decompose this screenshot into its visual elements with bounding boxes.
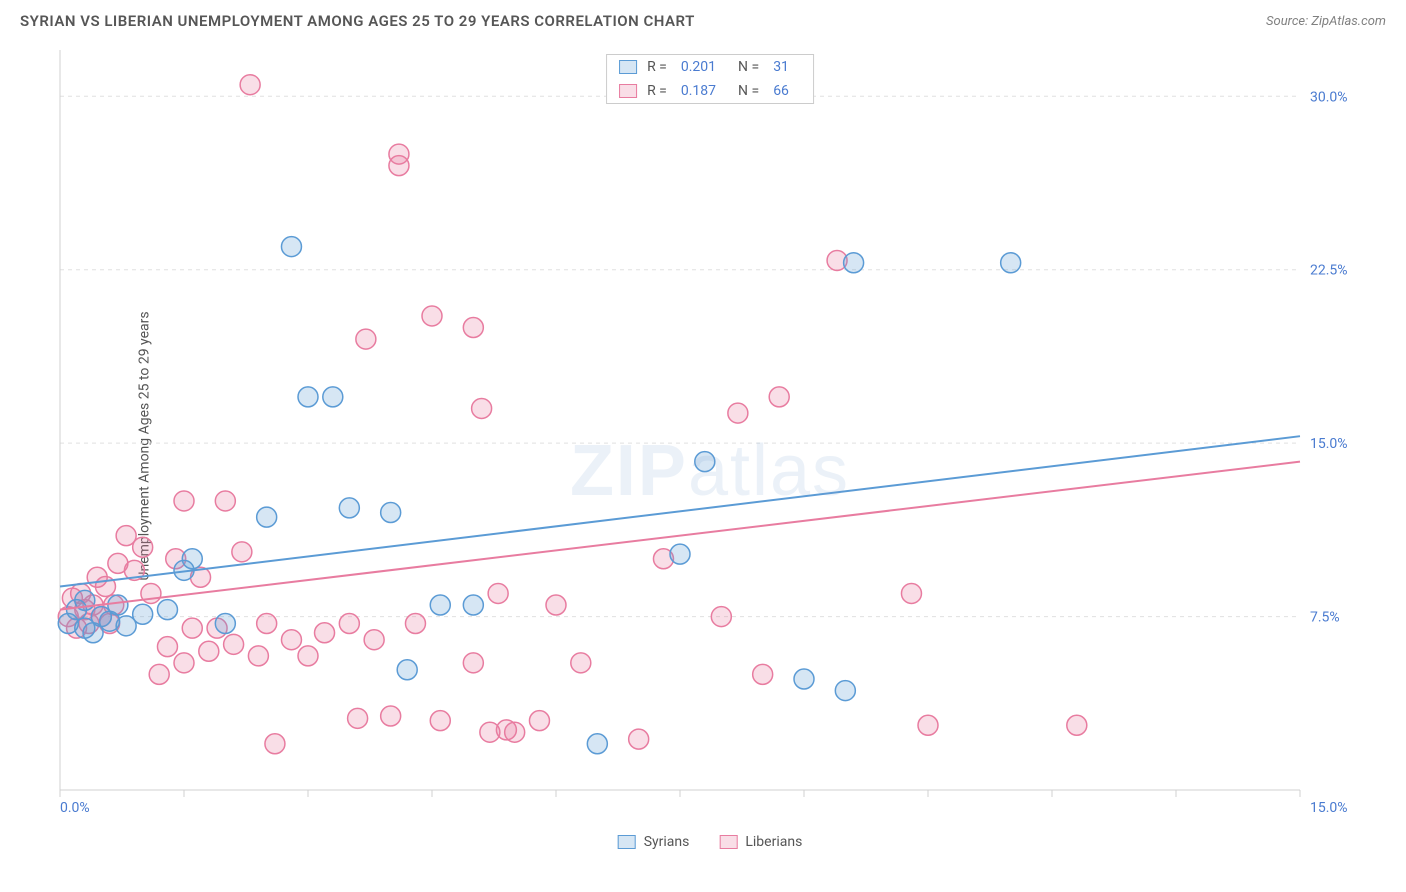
data-point-liberians [728, 403, 748, 423]
data-point-liberians [472, 398, 492, 418]
chart-svg: 7.5% 15.0% 22.5% 30.0% 0.0% 15.0% [50, 50, 1370, 820]
data-point-liberians [248, 646, 268, 666]
legend-item-liberians: Liberians [719, 834, 802, 850]
data-point-syrians [323, 387, 343, 407]
y-tick-label: 7.5% [1310, 610, 1340, 626]
data-point-syrians [281, 237, 301, 257]
data-point-liberians [298, 646, 318, 666]
data-point-syrians [1001, 253, 1021, 273]
r-label: R = [647, 83, 667, 99]
data-point-syrians [430, 595, 450, 615]
data-point-liberians [232, 542, 252, 562]
data-point-liberians [157, 637, 177, 657]
chart-title: SYRIAN VS LIBERIAN UNEMPLOYMENT AMONG AG… [20, 12, 695, 30]
data-point-liberians [488, 583, 508, 603]
data-point-liberians [422, 306, 442, 326]
data-point-syrians [339, 498, 359, 518]
data-point-syrians [835, 681, 855, 701]
data-point-liberians [364, 630, 384, 650]
data-point-liberians [901, 583, 921, 603]
data-point-syrians [794, 669, 814, 689]
legend-label-syrians: Syrians [644, 834, 690, 850]
data-point-liberians [769, 387, 789, 407]
r-value-liberians: 0.187 [681, 83, 716, 99]
data-point-syrians [397, 660, 417, 680]
x-label-left: 0.0% [60, 800, 90, 816]
data-point-liberians [199, 641, 219, 661]
data-point-liberians [257, 614, 277, 634]
data-point-liberians [339, 614, 359, 634]
data-point-liberians [174, 653, 194, 673]
chart-container: SYRIAN VS LIBERIAN UNEMPLOYMENT AMONG AG… [0, 0, 1406, 892]
data-point-syrians [157, 600, 177, 620]
data-point-liberians [918, 715, 938, 735]
data-point-liberians [215, 491, 235, 511]
data-point-syrians [463, 595, 483, 615]
data-point-liberians [315, 623, 335, 643]
n-value-syrians: 31 [773, 59, 789, 75]
header: SYRIAN VS LIBERIAN UNEMPLOYMENT AMONG AG… [0, 0, 1406, 38]
data-point-liberians [711, 607, 731, 627]
data-point-liberians [133, 537, 153, 557]
swatch-syrians [619, 60, 637, 74]
n-label: N = [738, 83, 759, 99]
data-point-liberians [348, 708, 368, 728]
data-point-liberians [381, 706, 401, 726]
data-point-liberians [463, 653, 483, 673]
legend-row-syrians: R = 0.201 N = 31 [607, 55, 813, 79]
data-point-syrians [381, 503, 401, 523]
x-label-right: 15.0% [1310, 800, 1348, 816]
legend-item-syrians: Syrians [618, 834, 690, 850]
data-point-syrians [587, 734, 607, 754]
y-tick-label: 15.0% [1310, 436, 1348, 452]
swatch-liberians-icon [719, 835, 737, 849]
data-point-liberians [529, 711, 549, 731]
data-point-liberians [571, 653, 591, 673]
data-point-liberians [174, 491, 194, 511]
data-point-syrians [670, 544, 690, 564]
data-point-syrians [844, 253, 864, 273]
y-tick-label: 22.5% [1310, 263, 1348, 279]
data-point-liberians [240, 75, 260, 95]
data-point-liberians [224, 634, 244, 654]
swatch-liberians [619, 84, 637, 98]
r-label: R = [647, 59, 667, 75]
data-point-syrians [215, 614, 235, 634]
source-attribution: Source: ZipAtlas.com [1266, 14, 1386, 29]
data-point-syrians [695, 452, 715, 472]
data-point-liberians [182, 618, 202, 638]
data-point-liberians [753, 664, 773, 684]
data-point-syrians [133, 604, 153, 624]
data-point-liberians [389, 156, 409, 176]
legend-label-liberians: Liberians [745, 834, 802, 850]
data-point-liberians [430, 711, 450, 731]
legend-row-liberians: R = 0.187 N = 66 [607, 79, 813, 103]
data-point-syrians [257, 507, 277, 527]
data-point-liberians [281, 630, 301, 650]
swatch-syrians-icon [618, 835, 636, 849]
data-point-liberians [505, 722, 525, 742]
data-point-syrians [108, 595, 128, 615]
data-point-syrians [298, 387, 318, 407]
n-label: N = [738, 59, 759, 75]
data-point-syrians [182, 549, 202, 569]
n-value-liberians: 66 [773, 83, 789, 99]
data-point-liberians [356, 329, 376, 349]
y-tick-label: 30.0% [1310, 89, 1348, 105]
plot-area: ZIPatlas 7.5%15.0%22.5%30.0%0.0%15.0% R … [50, 50, 1370, 820]
legend-stats: R = 0.201 N = 31 R = 0.187 N = 66 [606, 54, 814, 104]
data-point-liberians [463, 318, 483, 338]
data-point-liberians [149, 664, 169, 684]
data-point-liberians [1067, 715, 1087, 735]
trendline-liberians [60, 462, 1300, 610]
legend-series: Syrians Liberians [618, 834, 803, 850]
data-point-liberians [265, 734, 285, 754]
r-value-syrians: 0.201 [681, 59, 716, 75]
data-point-liberians [405, 614, 425, 634]
data-point-liberians [546, 595, 566, 615]
data-point-liberians [629, 729, 649, 749]
